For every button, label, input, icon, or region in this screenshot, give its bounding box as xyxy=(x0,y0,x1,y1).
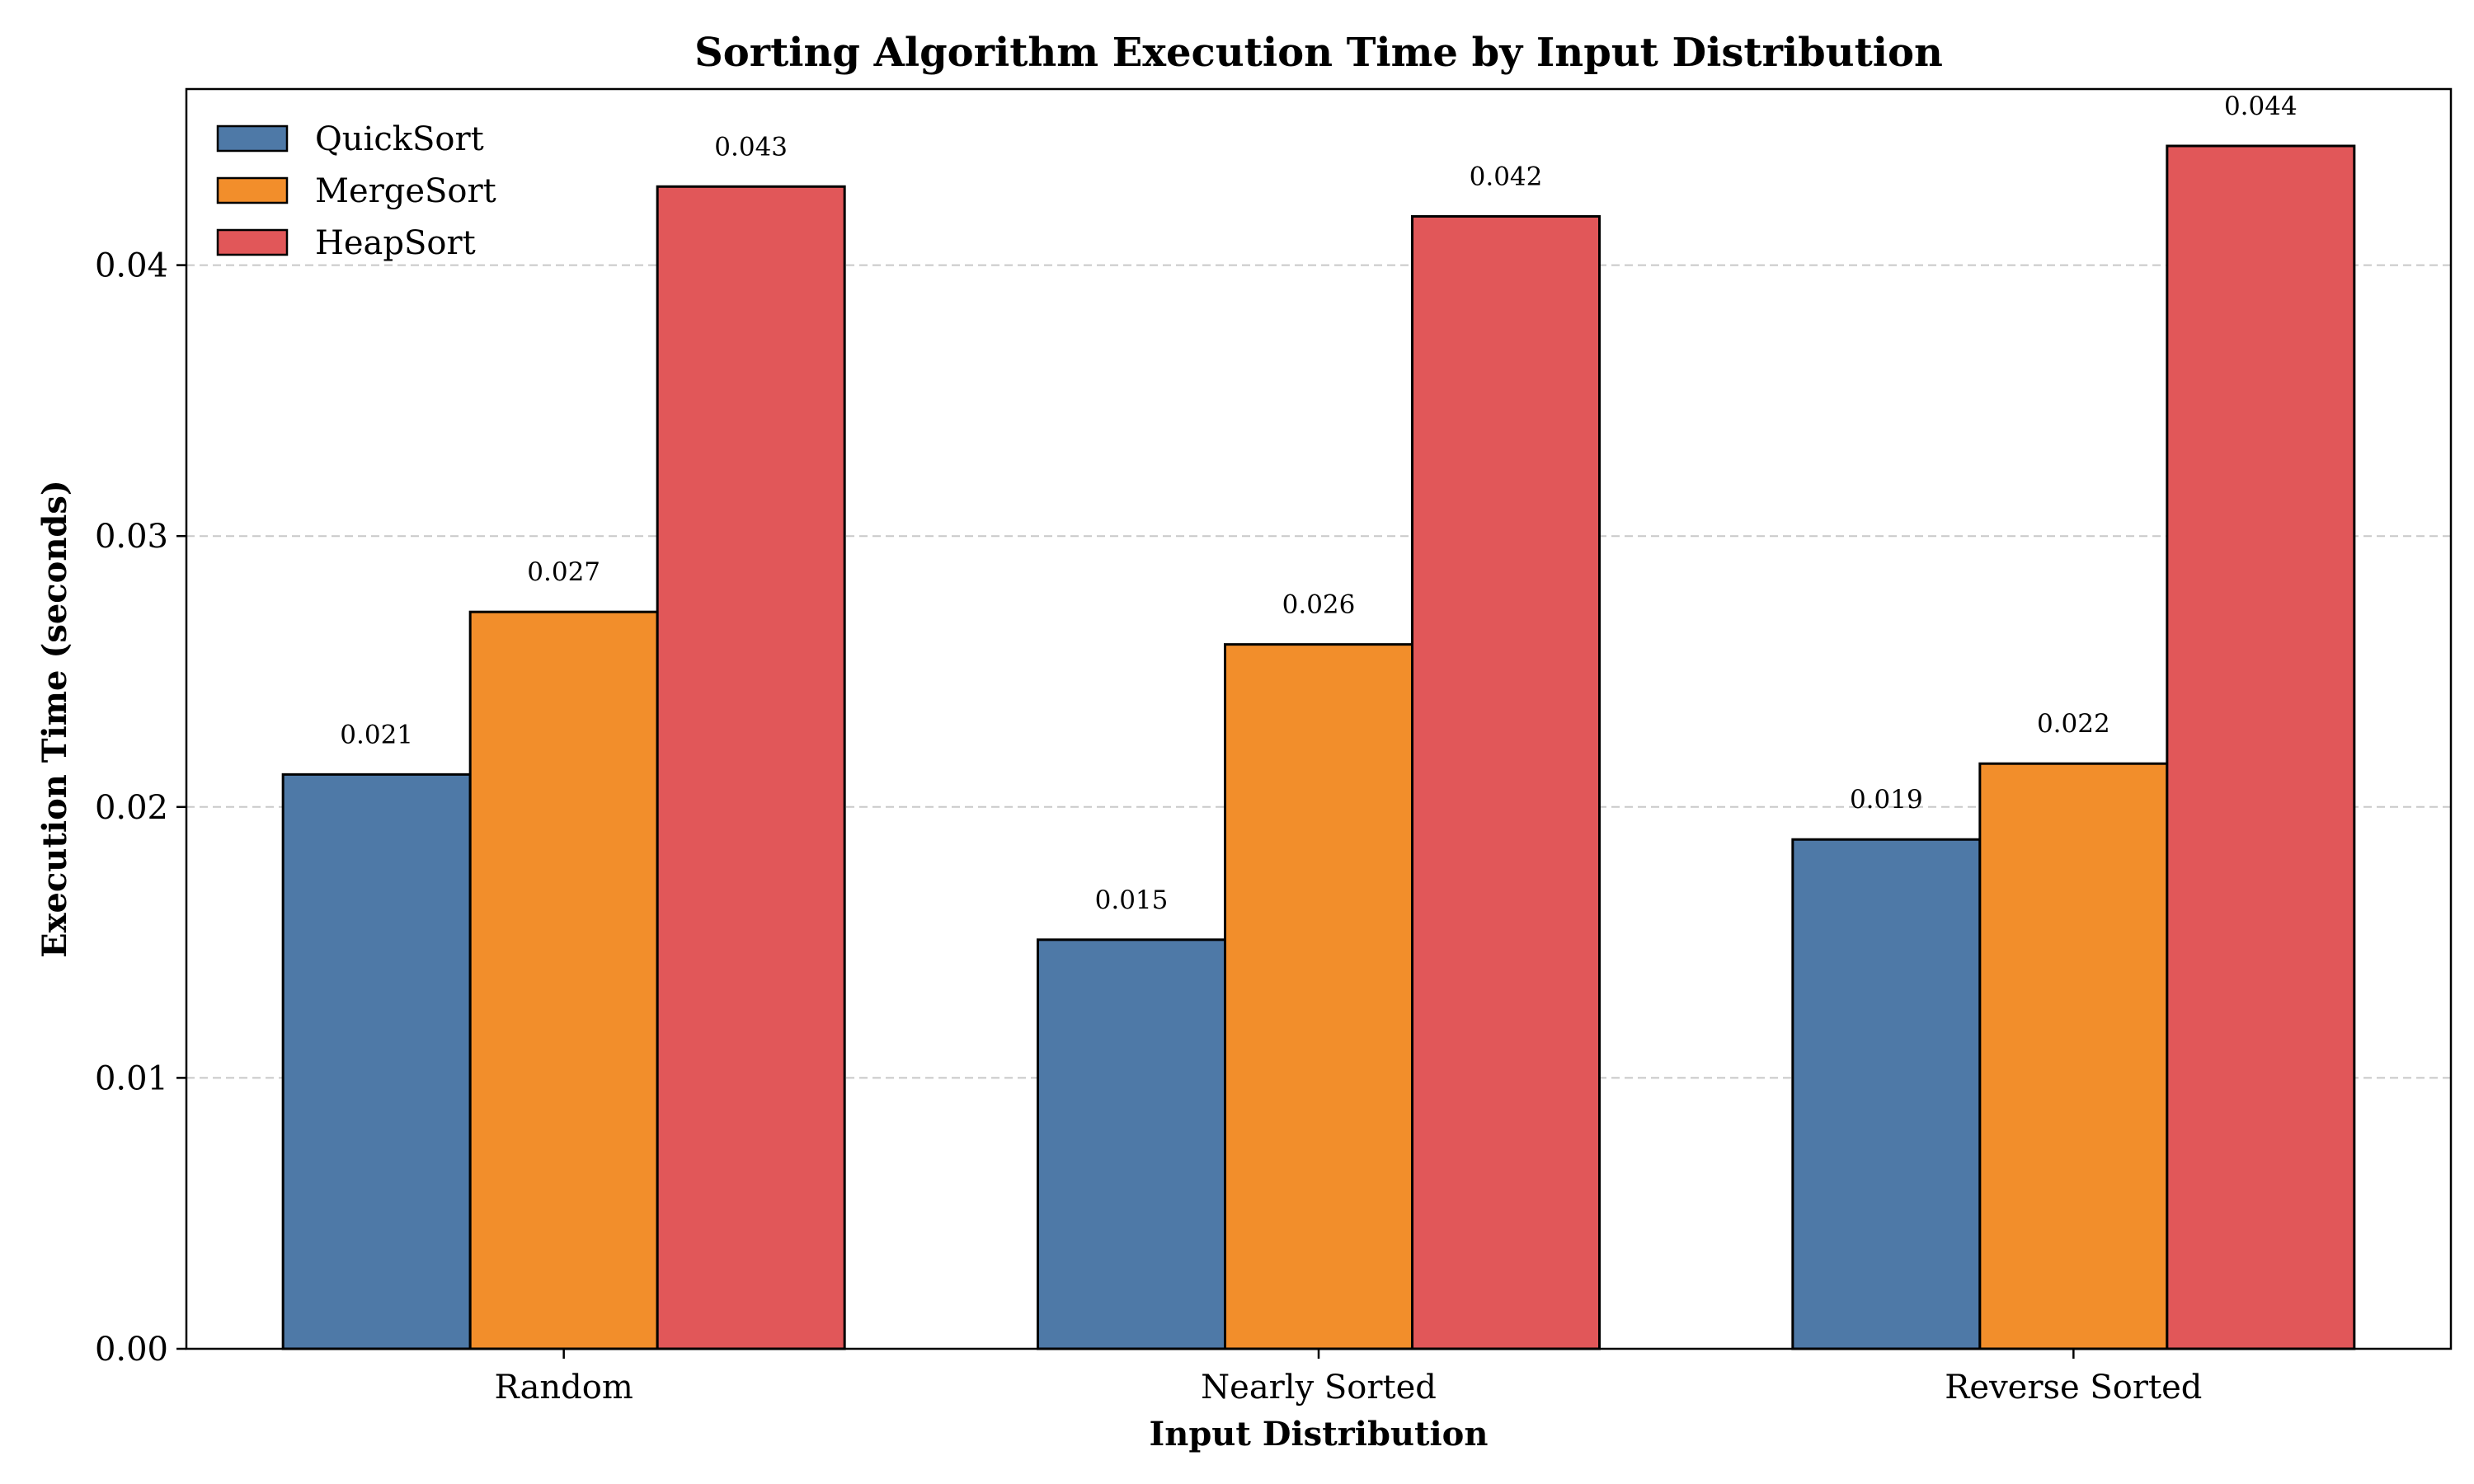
y-tick-label: 0.00 xyxy=(95,1331,168,1369)
chart-title: Sorting Algorithm Execution Time by Inpu… xyxy=(694,30,1943,76)
x-axis-ticks: Random Nearly Sorted Reverse Sorted xyxy=(495,1349,2202,1407)
legend: QuickSort MergeSort HeapSort xyxy=(216,120,496,262)
x-tick-label: Nearly Sorted xyxy=(1201,1369,1437,1407)
legend-swatch xyxy=(216,124,289,153)
bar-value-label: 0.026 xyxy=(1282,590,1356,620)
bar-value-label: 0.042 xyxy=(1470,162,1543,191)
bar xyxy=(468,610,659,1350)
bar xyxy=(2166,144,2356,1350)
bar xyxy=(1037,938,1226,1350)
bar-value-label: 0.019 xyxy=(1850,785,1923,815)
legend-label: MergeSort xyxy=(315,172,496,210)
bar-value-label: 0.027 xyxy=(527,557,600,587)
y-axis-title: Execution Time (seconds) xyxy=(35,480,74,958)
x-tick-label: Reverse Sorted xyxy=(1945,1369,2202,1407)
y-tick-label: 0.01 xyxy=(95,1059,168,1097)
y-tick-label: 0.04 xyxy=(95,247,168,285)
bar-value-label: 0.022 xyxy=(2037,709,2110,739)
y-axis-ticks: 0.00 0.01 0.02 0.03 0.04 xyxy=(95,247,186,1369)
y-tick-label: 0.03 xyxy=(95,518,168,556)
bar xyxy=(1224,643,1413,1350)
x-axis-title: Input Distribution xyxy=(1150,1415,1489,1453)
x-tick-label: Random xyxy=(495,1369,633,1407)
y-tick-label: 0.02 xyxy=(95,789,168,827)
legend-label: QuickSort xyxy=(315,120,484,158)
bar xyxy=(1978,762,2169,1350)
bars xyxy=(281,144,2356,1350)
bar xyxy=(281,773,472,1350)
legend-swatch xyxy=(216,228,289,256)
bar-value-label: 0.015 xyxy=(1095,885,1169,915)
legend-swatch xyxy=(216,176,289,204)
data-labels: 0.021 0.027 0.043 0.015 0.026 0.042 0.019 0.022… xyxy=(340,92,2297,915)
bar xyxy=(1411,214,1601,1350)
legend-label: HeapSort xyxy=(315,224,476,262)
bar xyxy=(656,185,846,1350)
bar-value-label: 0.043 xyxy=(714,132,788,162)
bar-value-label: 0.021 xyxy=(340,720,413,749)
bar xyxy=(1791,838,1982,1350)
bar-value-label: 0.044 xyxy=(2224,92,2298,121)
